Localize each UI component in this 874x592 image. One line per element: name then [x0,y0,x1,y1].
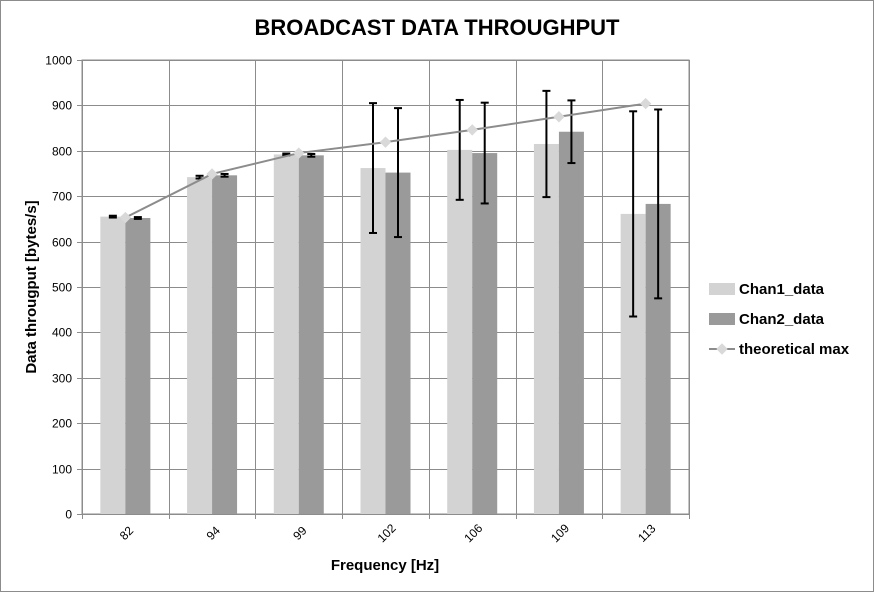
x-axis-title: Frequency [Hz] [331,557,439,574]
y-tick-label: 400 [52,326,72,340]
bar-chan1-data [100,216,126,514]
bar-chan2-data [212,175,238,515]
bar-chan1-data [187,177,213,514]
y-tick-label: 0 [65,508,72,522]
x-tick-label: 109 [548,521,572,545]
bars-layer [100,131,671,515]
legend-label-chan2-data: Chan2_data [739,311,825,328]
chart-title: BROADCAST DATA THROUGHPUT [254,15,620,40]
legend-label-chan1-data: Chan1_data [739,281,825,298]
line-layer [119,97,652,224]
y-tick-label: 100 [52,463,72,477]
bar-chan1-data [447,149,473,514]
y-axis-title: Data througput [bytes/s] [23,200,40,373]
x-tick-label: 99 [290,523,310,543]
bar-chan1-data [533,143,559,515]
y-tick-label: 200 [52,417,72,431]
bar-chan2-data [472,153,498,514]
error-bars-layer [108,89,663,318]
legend-swatch-chan1-data [709,283,735,295]
y-tick-label: 600 [52,236,72,250]
theoretical-max-marker [553,111,565,123]
y-tick-label: 700 [52,190,72,204]
theoretical-max-marker [119,211,132,224]
x-tick-label: 94 [204,523,224,543]
y-tick-label: 800 [52,145,72,159]
bar-chan2-data [558,131,584,514]
y-tick-label: 500 [52,281,72,295]
theoretical-max-marker [206,168,218,180]
legend-marker-theoretical-max [716,343,728,355]
bar-chan2-data [125,217,151,514]
legend-swatch-chan2-data [709,313,735,325]
bar-chan2-data [298,155,324,514]
theoretical-max-marker [293,147,305,159]
legend: Chan1_data Chan2_data theoretical max [709,281,850,358]
legend-label-theoretical-max: theoretical max [739,341,850,358]
y-tick-label: 1000 [45,54,72,68]
y-tick-label: 300 [52,372,72,386]
y-tick-label: 900 [52,99,72,113]
x-tick-label: 102 [375,521,399,545]
x-tick-label: 82 [117,523,137,543]
x-tick-label: 113 [635,521,659,545]
x-tick-label: 106 [461,521,485,545]
theoretical-max-marker [466,124,478,136]
theoretical-max-marker [639,97,652,110]
bar-chan1-data [273,154,299,514]
theoretical-max-marker [379,136,392,148]
